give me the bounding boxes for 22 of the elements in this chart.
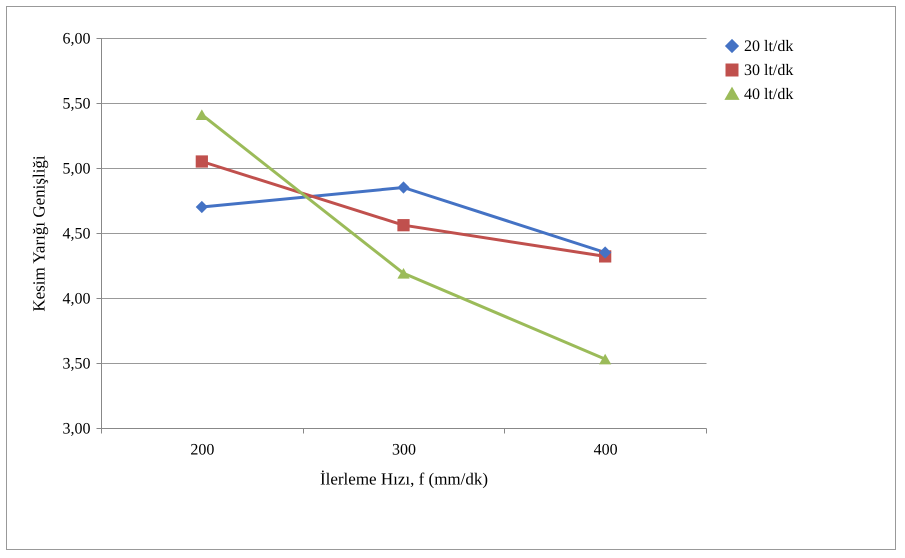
- point: [397, 181, 410, 194]
- legend-label: 40 lt/dk: [744, 86, 794, 103]
- y-tick-label: 5,00: [62, 160, 90, 178]
- y-tick-label: 5,50: [62, 96, 90, 112]
- y-tick-label: 4,00: [62, 290, 90, 308]
- x-tick-label: 400: [594, 442, 618, 458]
- point: [397, 219, 410, 232]
- legend-label: 20 lt/dk: [744, 38, 794, 55]
- point: [196, 200, 208, 214]
- y-tick-label: 3,50: [62, 356, 90, 372]
- legend-label: 30 lt/dk: [744, 62, 794, 79]
- y-tick-label: 3,00: [62, 420, 90, 438]
- point: [599, 354, 612, 364]
- x-tick-label: 200: [190, 442, 214, 458]
- x-axis-title: İlerleme Hızı, f (mm/dk): [320, 470, 488, 488]
- x-tick-label: 300: [392, 442, 416, 458]
- y-axis-title: Kesim Yarığı Genişliği: [30, 155, 48, 312]
- point: [397, 268, 410, 279]
- point: [196, 155, 208, 168]
- y-tick-label: 4,50: [62, 226, 90, 242]
- point: [599, 246, 612, 259]
- y-tick-label: 6,00: [62, 30, 90, 48]
